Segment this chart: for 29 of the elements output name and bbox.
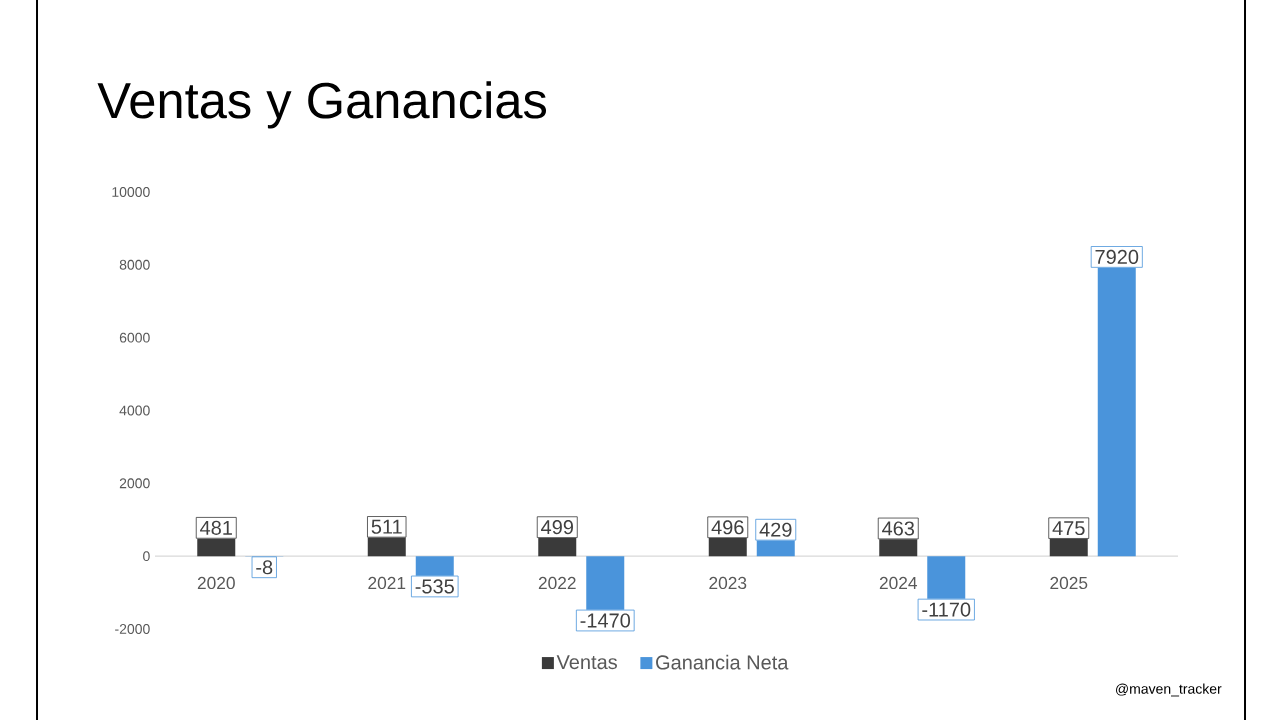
data-label: 429 [759, 522, 792, 537]
legend-label: Ganancia Neta [656, 654, 789, 670]
data-label: 499 [541, 520, 573, 535]
x-tick-label: 2021 [368, 576, 406, 590]
data-label: -8 [256, 560, 273, 575]
y-tick-label: 0 [143, 551, 150, 562]
chart-title: Ventas y Ganancias [97, 81, 547, 129]
y-tick-label: 4000 [119, 405, 150, 416]
data-label: -535 [415, 579, 454, 594]
data-label: 475 [1052, 521, 1085, 536]
x-tick-label: 2020 [197, 576, 235, 590]
y-tick-label: 6000 [119, 332, 150, 343]
data-label: 511 [371, 519, 402, 534]
y-tick-label: 10000 [112, 187, 150, 197]
text: @maven_tracker [1116, 683, 1222, 697]
y-tick-label: -2000 [115, 624, 150, 634]
data-label: -1170 [922, 602, 971, 617]
data-label: 496 [711, 520, 744, 535]
data-label: -1470 [580, 613, 631, 628]
y-tick-label: 2000 [119, 478, 150, 489]
x-tick-label: 2023 [709, 576, 747, 590]
x-tick-label: 2025 [1050, 576, 1088, 590]
x-tick-label: 2022 [538, 576, 576, 590]
data-label: 481 [200, 520, 232, 535]
data-label: 7920 [1095, 249, 1139, 264]
x-tick-label: 2024 [879, 576, 918, 590]
data-label: 463 [882, 521, 915, 536]
legend-label: Ventas [556, 655, 617, 670]
y-tick-label: 8000 [119, 259, 150, 270]
